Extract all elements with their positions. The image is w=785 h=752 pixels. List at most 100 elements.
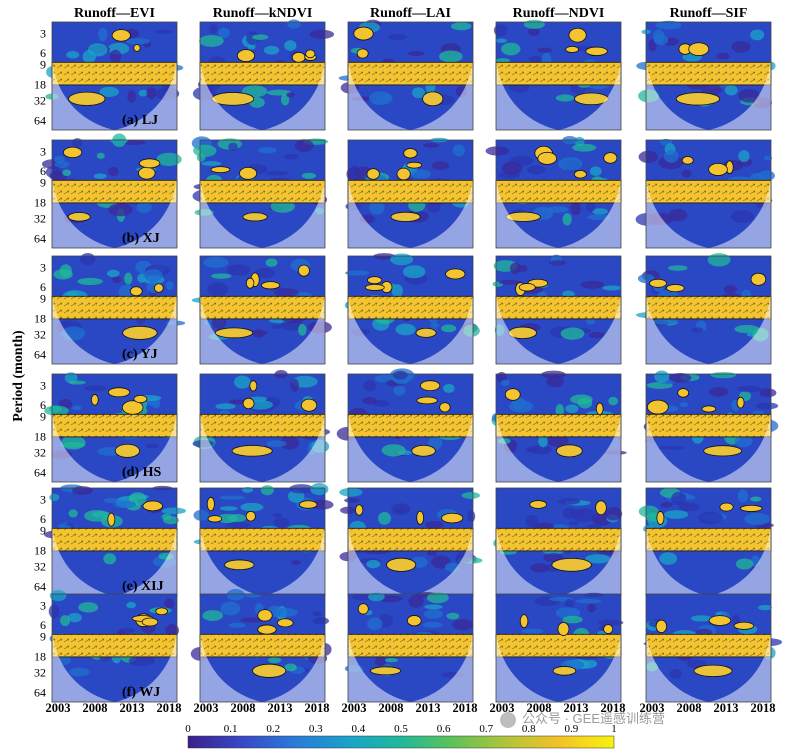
y-tick-label: 32 <box>34 666 46 680</box>
coherence-panel <box>635 253 772 365</box>
significant-region <box>364 283 385 291</box>
significant-region <box>445 268 466 280</box>
x-tick-label: 2003 <box>490 701 515 715</box>
coherence-panel <box>191 255 332 365</box>
cone-of-influence <box>496 140 621 248</box>
coherence-patch <box>668 265 688 271</box>
significant-region <box>439 402 451 413</box>
coherence-patch <box>560 327 585 340</box>
coherence-patch <box>710 372 737 379</box>
y-tick-label: 3 <box>40 145 46 159</box>
y-tick-label: 3 <box>40 27 46 41</box>
coherence-patch <box>763 155 773 161</box>
colorbar-tick-label: 0.6 <box>437 723 451 735</box>
coherence-patch <box>165 281 174 290</box>
phase-arrows <box>200 296 325 319</box>
coherence-patch <box>452 144 466 157</box>
cone-of-influence <box>496 594 621 702</box>
coherence-patch <box>395 323 416 336</box>
coherence-patch <box>758 170 775 181</box>
coherence-patch <box>193 509 209 521</box>
coherence-patch <box>284 40 297 51</box>
significant-region <box>236 49 256 62</box>
y-tick-label: 6 <box>40 46 46 60</box>
coherence-patch <box>312 617 330 625</box>
coherence-patch <box>298 323 307 336</box>
coherence-patch <box>126 38 150 45</box>
coherence-patch <box>750 29 765 41</box>
y-tick-label: 18 <box>34 543 46 557</box>
coherence-patch <box>124 272 133 285</box>
x-tick-label: 2008 <box>527 701 552 715</box>
significant-region <box>154 283 164 293</box>
coherence-patch <box>99 86 119 98</box>
coherence-patch <box>430 322 440 328</box>
y-tick-label: 6 <box>40 280 46 294</box>
coherence-patch <box>530 563 550 573</box>
coherence-patch <box>663 150 679 163</box>
x-tick-label: 2013 <box>564 701 589 715</box>
cone-of-influence <box>52 256 177 364</box>
coherence-patch <box>408 594 424 608</box>
coherence-patch <box>118 284 134 299</box>
phase-arrows <box>348 62 473 85</box>
coherence-patch <box>71 138 83 148</box>
coherence-patch <box>708 386 729 397</box>
significant-region <box>68 91 106 106</box>
significant-region <box>366 168 380 180</box>
cone-of-influence <box>496 488 621 596</box>
cone-of-influence <box>348 256 473 364</box>
coherence-patch <box>378 512 391 525</box>
significant-region <box>245 510 256 522</box>
panel-frame <box>199 593 326 703</box>
coherence-patch <box>734 324 760 334</box>
colorbar-tick-label: 0 <box>185 723 191 735</box>
coherence-panel <box>193 483 334 597</box>
coherence-patch <box>280 93 290 106</box>
coherence-patch <box>541 370 566 379</box>
x-tick-label: 2008 <box>677 701 702 715</box>
significant-region <box>736 396 745 409</box>
coherence-patch <box>219 506 238 511</box>
row-label: (c) YJ <box>122 347 158 362</box>
coherence-patch <box>225 521 251 528</box>
y-tick-label: 9 <box>40 176 46 190</box>
column-title: Runoff—NDVI <box>513 6 605 21</box>
coherence-patch <box>744 512 770 526</box>
panel-frame <box>347 21 474 131</box>
coherence-patch <box>289 484 314 494</box>
coherence-patch <box>411 87 425 99</box>
coherence-patch <box>423 609 444 619</box>
phase-arrows <box>646 414 771 437</box>
coherence-patch <box>537 47 553 53</box>
coherence-patch <box>228 622 246 628</box>
coherence-patch <box>145 443 159 449</box>
cone-of-influence <box>200 374 325 482</box>
cone-of-influence <box>348 140 473 248</box>
coherence-patch <box>575 598 602 604</box>
coherence-patch <box>272 608 299 617</box>
coherence-patch <box>452 619 474 631</box>
significant-region <box>655 619 668 633</box>
phase-arrows <box>646 62 771 85</box>
coherence-patch <box>686 659 706 669</box>
coherence-patch <box>577 397 593 409</box>
x-tick-label: 2018 <box>453 701 478 715</box>
coherence-patch <box>72 405 82 411</box>
significant-region <box>666 284 685 293</box>
cone-of-influence <box>348 594 473 702</box>
coherence-patch <box>525 514 539 528</box>
coherence-patch <box>146 86 157 100</box>
y-tick-label: 6 <box>40 512 46 526</box>
coherence-patch <box>391 503 411 516</box>
coherence-patch <box>562 213 572 226</box>
coherence-patch <box>286 92 295 98</box>
coherence-patch <box>111 276 122 284</box>
coherence-patch <box>290 378 300 392</box>
coherence-patch <box>310 483 329 496</box>
coherence-patch <box>201 161 222 166</box>
coherence-patch <box>80 252 96 266</box>
phase-arrows <box>52 296 177 319</box>
coherence-patch <box>738 89 761 103</box>
coherence-patch <box>509 262 521 275</box>
